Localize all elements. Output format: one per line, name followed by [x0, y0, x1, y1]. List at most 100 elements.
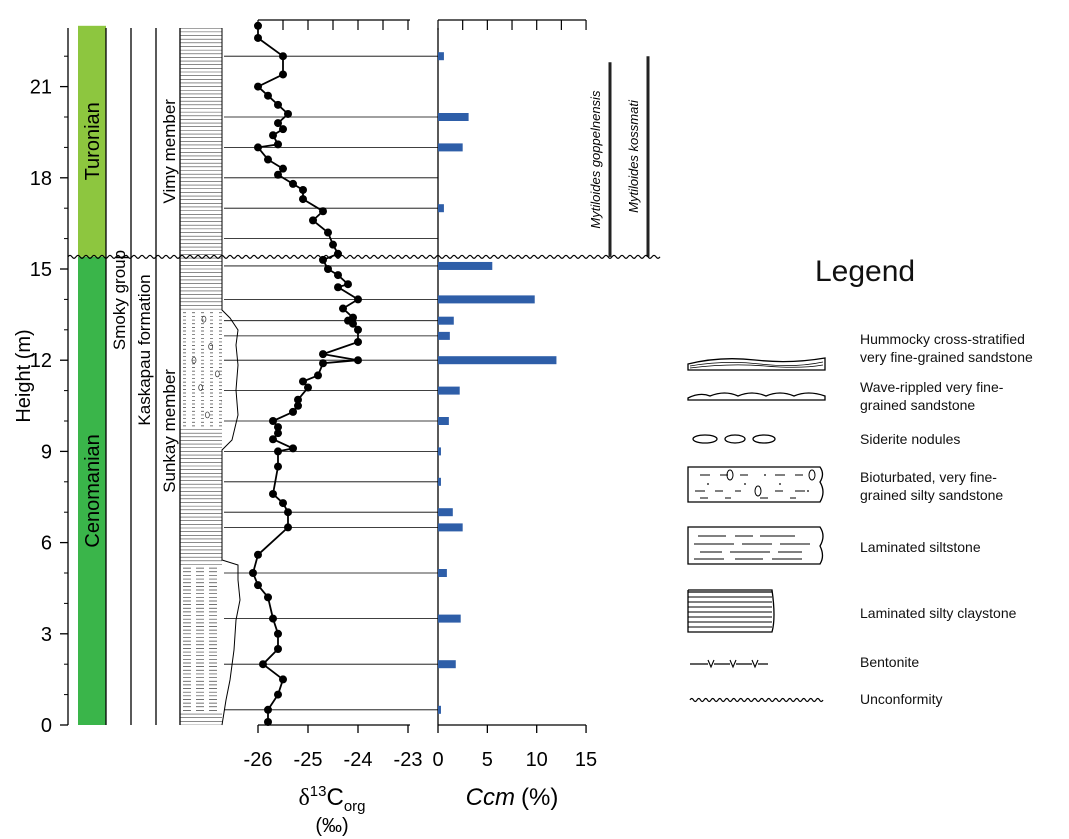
ccm-bar — [438, 143, 463, 152]
unconformity-icon — [689, 697, 824, 703]
d13c-point — [264, 593, 272, 602]
y-tick-label: 15 — [30, 259, 52, 281]
d13c-axis-unit: (‰) — [315, 815, 348, 837]
d13c-point — [284, 523, 292, 532]
d13c-point — [264, 717, 272, 726]
y-tick-label: 12 — [30, 350, 52, 372]
d13c-point — [274, 100, 282, 109]
d13c-label-sub: org — [344, 798, 366, 815]
stage-bar-turonian — [78, 25, 106, 257]
d13c-point — [274, 447, 282, 456]
ccm-tick-label: 5 — [482, 749, 493, 771]
ccm-bar — [438, 204, 444, 213]
lithology-burrow — [221, 397, 222, 405]
d13c-point — [324, 265, 332, 273]
d13c-point — [354, 337, 362, 346]
d13c-point — [299, 377, 307, 386]
d13c-point — [339, 304, 347, 313]
d13c-point — [284, 508, 292, 517]
ccm-tick-label: 15 — [575, 749, 597, 771]
lithology-burrow — [225, 330, 229, 336]
d13c-point — [279, 675, 287, 684]
tie-lines — [224, 55, 438, 711]
biozone-label: Mytiloides kossmati — [626, 99, 641, 213]
height-axis-label: Height (m) — [13, 329, 35, 422]
legend-label-bioturbated: Bioturbated, very fine- grained silty sa… — [860, 469, 1004, 503]
d13c-point — [269, 614, 277, 623]
wave-rippled-sandstone-icon — [687, 392, 826, 401]
lithology-column — [179, 28, 241, 726]
d13c-point — [274, 140, 282, 149]
d13c-point — [334, 249, 342, 258]
d13c-point — [319, 350, 327, 359]
d13c-label-iso: 13 — [310, 783, 327, 800]
ccm-tick-label: 0 — [432, 749, 443, 771]
ccm-axis-label: Ccm (%) — [466, 784, 559, 811]
d13c-series-line — [252, 25, 360, 722]
ccm-bar — [438, 261, 493, 270]
d13c-point — [274, 629, 282, 638]
d13c-label-c: C — [326, 784, 343, 811]
bentonite-icon — [690, 659, 768, 669]
d13c-point — [354, 325, 362, 334]
ccm-bar — [438, 417, 449, 425]
d13c-point — [274, 170, 282, 179]
d13c-point — [349, 313, 357, 322]
legend-title: Legend — [815, 255, 916, 288]
d13c-tick-label: -26 — [244, 749, 273, 771]
formation-label: Kaskapau formation — [135, 274, 154, 425]
y-tick-label: 0 — [41, 715, 52, 737]
d13c-point — [299, 185, 307, 194]
d13c-point — [274, 119, 282, 128]
d13c-point — [309, 216, 317, 225]
legend-label-laminated-siltstone: Laminated siltstone — [860, 539, 981, 555]
d13c-point — [254, 33, 262, 42]
d13c-point — [299, 195, 307, 204]
ccm-bar — [438, 705, 441, 714]
d13c-label-delta: δ — [298, 785, 309, 811]
d13c-point — [279, 70, 287, 79]
d13c-point — [279, 125, 287, 134]
d13c-point — [294, 401, 302, 410]
d13c-panel: -26 -25 -24 -23 δ13Corg (‰) — [244, 19, 423, 837]
lithology-burrow — [208, 343, 213, 350]
d13c-point — [294, 395, 302, 404]
siderite-nodules-icon — [692, 434, 776, 444]
d13c-point — [274, 429, 282, 438]
d13c-point — [254, 143, 262, 152]
ccm-bar — [438, 356, 557, 365]
ccm-bar — [438, 113, 469, 121]
d13c-point — [249, 569, 257, 577]
d13c-point — [264, 91, 272, 100]
stage-bar-cenomanian — [78, 256, 106, 725]
ccm-bar — [438, 386, 460, 395]
legend: Legend Hummocky cross-stratified very fi… — [680, 250, 1065, 710]
biozone-label: Mytiloides goppelnensis — [588, 90, 603, 229]
d13c-point — [279, 52, 287, 61]
legend-label-hummocky: Hummocky cross-stratified very fine-grai… — [860, 331, 1033, 365]
ccm-bar — [438, 295, 535, 304]
d13c-point — [284, 109, 292, 118]
y-tick-label: 3 — [41, 624, 52, 646]
ccm-label-main: Ccm — [466, 784, 515, 811]
ccm-bar — [438, 447, 441, 456]
d13c-point — [274, 462, 282, 471]
d13c-point — [289, 444, 297, 453]
ccm-bar — [438, 52, 444, 61]
lithology-burrow — [198, 384, 204, 391]
ccm-bar — [438, 614, 461, 623]
ccm-bar — [438, 523, 463, 532]
ccm-bar — [438, 660, 456, 669]
ccm-panel: 0 5 10 15 Ccm (%) — [432, 19, 597, 811]
y-tick-label: 6 — [41, 533, 52, 555]
d13c-tick-label: -24 — [344, 749, 373, 771]
ccm-bar — [438, 508, 453, 517]
bioturbated-sandstone-icon — [687, 466, 824, 503]
d13c-tick-label: -23 — [394, 749, 423, 771]
height-axis: 0 3 6 9 12 15 18 21 Height (m) — [13, 28, 69, 737]
legend-label-unconformity: Unconformity — [860, 691, 943, 707]
ccm-bar — [438, 477, 441, 486]
y-tick-label: 21 — [30, 77, 52, 99]
d13c-point — [354, 295, 362, 304]
